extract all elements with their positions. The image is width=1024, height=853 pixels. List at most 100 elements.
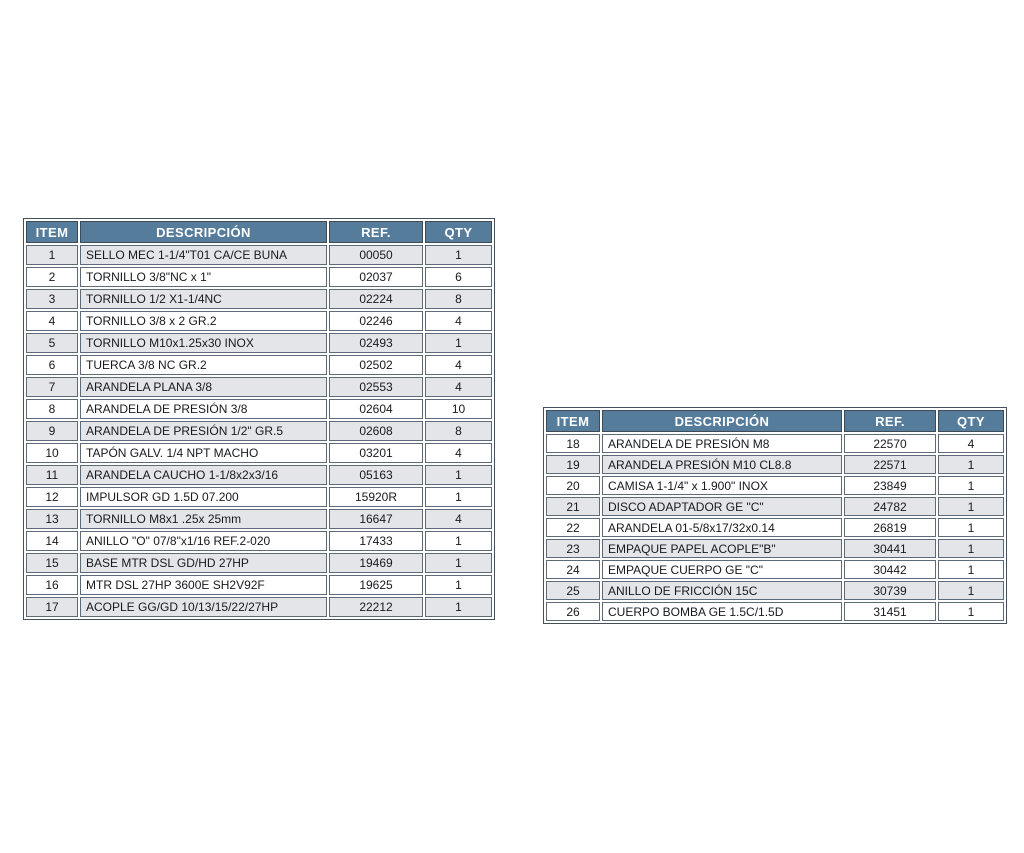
cell-ref: 22571 — [844, 455, 936, 474]
cell-qty: 1 — [938, 560, 1004, 579]
table-row: 8 ARANDELA DE PRESIÓN 3/8 02604 10 — [26, 399, 492, 419]
cell-description: ARANDELA DE PRESIÓN 3/8 — [80, 399, 327, 419]
cell-item: 9 — [26, 421, 78, 441]
cell-item: 15 — [26, 553, 78, 573]
column-header-description: DESCRIPCIÓN — [80, 221, 327, 243]
cell-item: 17 — [26, 597, 78, 617]
cell-item: 20 — [546, 476, 600, 495]
table-row: 15 BASE MTR DSL GD/HD 27HP 19469 1 — [26, 553, 492, 573]
cell-ref: 02493 — [329, 333, 423, 353]
table-row: 11 ARANDELA CAUCHO 1-1/8x2x3/16 05163 1 — [26, 465, 492, 485]
cell-ref: 00050 — [329, 245, 423, 265]
cell-ref: 17433 — [329, 531, 423, 551]
cell-item: 12 — [26, 487, 78, 507]
cell-qty: 1 — [938, 581, 1004, 600]
cell-item: 18 — [546, 434, 600, 453]
cell-item: 21 — [546, 497, 600, 516]
cell-description: TORNILLO 1/2 X1-1/4NC — [80, 289, 327, 309]
cell-ref: 19625 — [329, 575, 423, 595]
parts-table-1: ITEM DESCRIPCIÓN REF. QTY 1 SELLO MEC 1-1/4"… — [23, 218, 495, 620]
table-row: 13 TORNILLO M8x1 .25x 25mm 16647 4 — [26, 509, 492, 529]
cell-qty: 1 — [425, 531, 492, 551]
cell-item: 3 — [26, 289, 78, 309]
cell-description: EMPAQUE CUERPO GE "C" — [602, 560, 842, 579]
cell-item: 14 — [26, 531, 78, 551]
table-row: 12 IMPULSOR GD 1.5D 07.200 15920R 1 — [26, 487, 492, 507]
table-row: 2 TORNILLO 3/8"NC x 1" 02037 6 — [26, 267, 492, 287]
cell-qty: 1 — [425, 245, 492, 265]
cell-ref: 30442 — [844, 560, 936, 579]
cell-ref: 16647 — [329, 509, 423, 529]
cell-qty: 1 — [425, 597, 492, 617]
cell-item: 11 — [26, 465, 78, 485]
table-row: 21 DISCO ADAPTADOR GE "C" 24782 1 — [546, 497, 1004, 516]
cell-ref: 31451 — [844, 602, 936, 621]
cell-item: 6 — [26, 355, 78, 375]
cell-qty: 4 — [425, 377, 492, 397]
parts-table: ITEM DESCRIPCIÓN REF. QTY 1 SELLO MEC 1-1/4"… — [23, 218, 495, 620]
cell-description: ANILLO "O" 07/8"x1/16 REF.2-020 — [80, 531, 327, 551]
cell-qty: 1 — [938, 497, 1004, 516]
table-row: 4 TORNILLO 3/8 x 2 GR.2 02246 4 — [26, 311, 492, 331]
cell-ref: 02604 — [329, 399, 423, 419]
cell-qty: 1 — [938, 455, 1004, 474]
cell-ref: 30441 — [844, 539, 936, 558]
cell-ref: 22570 — [844, 434, 936, 453]
cell-description: ARANDELA DE PRESIÓN M8 — [602, 434, 842, 453]
table-row: 17 ACOPLE GG/GD 10/13/15/22/27HP 22212 1 — [26, 597, 492, 617]
cell-description: BASE MTR DSL GD/HD 27HP — [80, 553, 327, 573]
cell-qty: 1 — [425, 553, 492, 573]
cell-ref: 26819 — [844, 518, 936, 537]
cell-ref: 19469 — [329, 553, 423, 573]
cell-description: ACOPLE GG/GD 10/13/15/22/27HP — [80, 597, 327, 617]
cell-description: ANILLO DE FRICCIÓN 15C — [602, 581, 842, 600]
cell-item: 26 — [546, 602, 600, 621]
parts-table-2: ITEM DESCRIPCIÓN REF. QTY 18 ARANDELA DE PRE… — [543, 407, 1007, 624]
column-header-qty: QTY — [425, 221, 492, 243]
table-row: 9 ARANDELA DE PRESIÓN 1/2" GR.5 02608 8 — [26, 421, 492, 441]
header-row: ITEM DESCRIPCIÓN REF. QTY — [546, 410, 1004, 432]
cell-description: TORNILLO M10x1.25x30 INOX — [80, 333, 327, 353]
table-row: 23 EMPAQUE PAPEL ACOPLE"B" 30441 1 — [546, 539, 1004, 558]
cell-item: 4 — [26, 311, 78, 331]
table-row: 24 EMPAQUE CUERPO GE "C" 30442 1 — [546, 560, 1004, 579]
table-row: 16 MTR DSL 27HP 3600E SH2V92F 19625 1 — [26, 575, 492, 595]
cell-description: MTR DSL 27HP 3600E SH2V92F — [80, 575, 327, 595]
cell-qty: 6 — [425, 267, 492, 287]
parts-table: ITEM DESCRIPCIÓN REF. QTY 18 ARANDELA DE PRE… — [543, 407, 1007, 624]
table-row: 1 SELLO MEC 1-1/4"T01 CA/CE BUNA 00050 1 — [26, 245, 492, 265]
cell-description: SELLO MEC 1-1/4"T01 CA/CE BUNA — [80, 245, 327, 265]
table-row: 10 TAPÓN GALV. 1/4 NPT MACHO 03201 4 — [26, 443, 492, 463]
cell-item: 16 — [26, 575, 78, 595]
cell-qty: 1 — [938, 539, 1004, 558]
cell-qty: 1 — [938, 518, 1004, 537]
cell-qty: 4 — [425, 311, 492, 331]
cell-ref: 22212 — [329, 597, 423, 617]
cell-item: 22 — [546, 518, 600, 537]
cell-qty: 4 — [425, 443, 492, 463]
table-row: 18 ARANDELA DE PRESIÓN M8 22570 4 — [546, 434, 1004, 453]
cell-item: 5 — [26, 333, 78, 353]
cell-qty: 1 — [938, 476, 1004, 495]
cell-description: IMPULSOR GD 1.5D 07.200 — [80, 487, 327, 507]
cell-qty: 8 — [425, 289, 492, 309]
cell-ref: 02608 — [329, 421, 423, 441]
cell-description: TORNILLO 3/8 x 2 GR.2 — [80, 311, 327, 331]
cell-item: 8 — [26, 399, 78, 419]
column-header-ref: REF. — [329, 221, 423, 243]
cell-qty: 1 — [425, 487, 492, 507]
cell-qty: 8 — [425, 421, 492, 441]
cell-ref: 02246 — [329, 311, 423, 331]
cell-qty: 1 — [425, 333, 492, 353]
cell-ref: 02224 — [329, 289, 423, 309]
cell-qty: 1 — [425, 575, 492, 595]
cell-description: TORNILLO 3/8"NC x 1" — [80, 267, 327, 287]
cell-description: ARANDELA 01-5/8x17/32x0.14 — [602, 518, 842, 537]
cell-item: 10 — [26, 443, 78, 463]
cell-ref: 24782 — [844, 497, 936, 516]
column-header-qty: QTY — [938, 410, 1004, 432]
cell-item: 2 — [26, 267, 78, 287]
table-row: 22 ARANDELA 01-5/8x17/32x0.14 26819 1 — [546, 518, 1004, 537]
cell-description: ARANDELA PRESIÓN M10 CL8.8 — [602, 455, 842, 474]
